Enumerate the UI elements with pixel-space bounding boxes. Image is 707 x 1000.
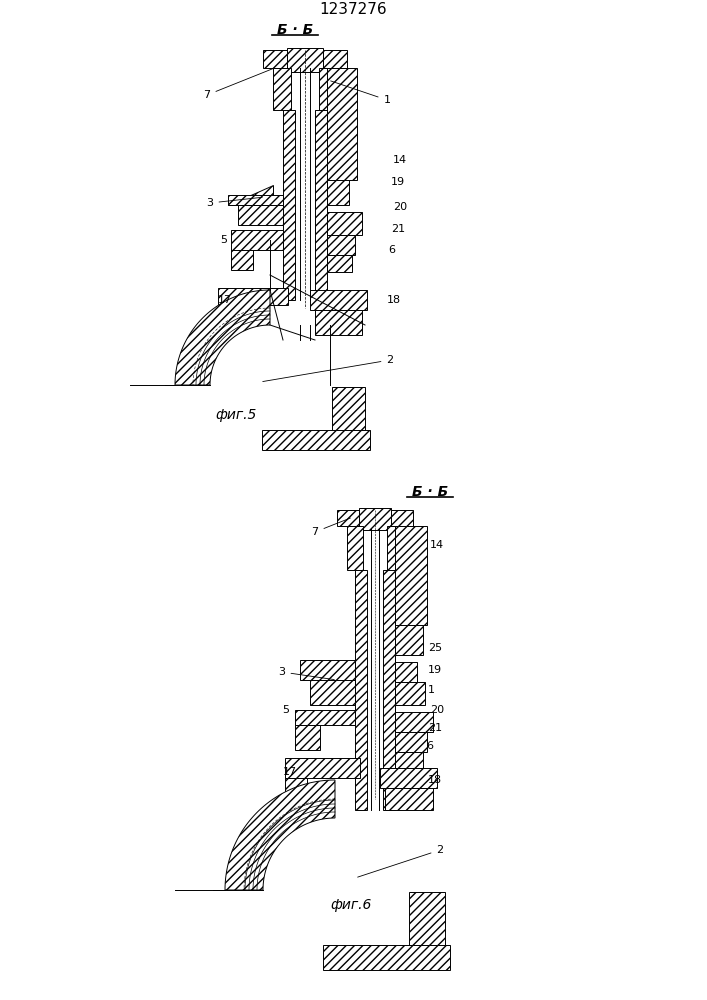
Polygon shape: [263, 50, 287, 68]
Polygon shape: [395, 712, 433, 732]
Polygon shape: [395, 625, 423, 655]
Text: 1: 1: [428, 685, 435, 695]
Polygon shape: [300, 660, 355, 680]
Polygon shape: [231, 250, 253, 270]
Text: 7: 7: [312, 518, 351, 537]
Polygon shape: [310, 290, 367, 310]
Polygon shape: [395, 682, 425, 705]
Polygon shape: [355, 570, 367, 810]
Polygon shape: [228, 195, 283, 205]
Polygon shape: [225, 780, 335, 890]
Text: 2: 2: [358, 845, 443, 877]
Polygon shape: [315, 110, 327, 300]
Text: 3: 3: [206, 197, 262, 208]
Polygon shape: [395, 662, 417, 682]
Text: 18: 18: [428, 775, 442, 785]
Polygon shape: [387, 526, 403, 570]
Text: 21: 21: [391, 224, 405, 234]
Polygon shape: [327, 68, 357, 180]
Text: Б · Б: Б · Б: [412, 485, 448, 499]
Polygon shape: [262, 430, 370, 450]
Polygon shape: [383, 570, 395, 810]
Text: 5: 5: [282, 705, 289, 715]
Polygon shape: [283, 110, 295, 300]
Text: 19: 19: [428, 665, 442, 675]
Text: 17: 17: [283, 767, 297, 777]
Text: 21: 21: [428, 723, 442, 733]
Polygon shape: [327, 212, 362, 235]
Polygon shape: [332, 387, 365, 430]
Polygon shape: [395, 732, 427, 752]
Polygon shape: [385, 788, 433, 810]
Polygon shape: [228, 185, 273, 205]
Polygon shape: [285, 758, 360, 778]
Polygon shape: [391, 510, 413, 526]
Text: 14: 14: [430, 540, 444, 550]
Polygon shape: [380, 768, 437, 788]
Polygon shape: [347, 526, 363, 570]
Text: 17: 17: [218, 295, 232, 305]
Polygon shape: [285, 778, 307, 805]
Polygon shape: [218, 288, 288, 305]
Polygon shape: [287, 48, 323, 72]
Polygon shape: [319, 68, 337, 110]
Polygon shape: [295, 710, 355, 725]
Text: 2: 2: [263, 355, 394, 382]
Text: 19: 19: [391, 177, 405, 187]
Polygon shape: [327, 255, 352, 272]
Polygon shape: [395, 526, 427, 625]
Polygon shape: [327, 235, 355, 255]
Text: 6: 6: [426, 741, 433, 751]
Polygon shape: [323, 50, 347, 68]
Polygon shape: [337, 510, 359, 526]
Polygon shape: [218, 305, 238, 330]
Polygon shape: [395, 752, 423, 768]
Polygon shape: [310, 680, 355, 705]
Text: 6: 6: [388, 245, 395, 255]
Polygon shape: [409, 892, 445, 945]
Polygon shape: [238, 205, 283, 225]
Polygon shape: [315, 310, 362, 335]
Text: фиг.6: фиг.6: [330, 898, 371, 912]
Text: 5: 5: [220, 235, 227, 245]
Polygon shape: [359, 508, 391, 530]
Polygon shape: [231, 230, 283, 250]
Polygon shape: [323, 945, 450, 970]
Text: 18: 18: [387, 295, 401, 305]
Text: 25: 25: [428, 643, 442, 653]
Polygon shape: [295, 725, 320, 750]
Text: 3: 3: [279, 667, 334, 680]
Text: фиг.5: фиг.5: [215, 408, 257, 422]
Text: 14: 14: [393, 155, 407, 165]
Text: 1: 1: [331, 81, 390, 105]
Text: 20: 20: [430, 705, 444, 715]
Polygon shape: [175, 290, 270, 385]
Text: 1237276: 1237276: [319, 2, 387, 17]
Polygon shape: [327, 180, 349, 205]
Text: 20: 20: [393, 202, 407, 212]
Text: Б · Б: Б · Б: [277, 23, 313, 37]
Text: 7: 7: [204, 68, 274, 100]
Polygon shape: [273, 68, 291, 110]
